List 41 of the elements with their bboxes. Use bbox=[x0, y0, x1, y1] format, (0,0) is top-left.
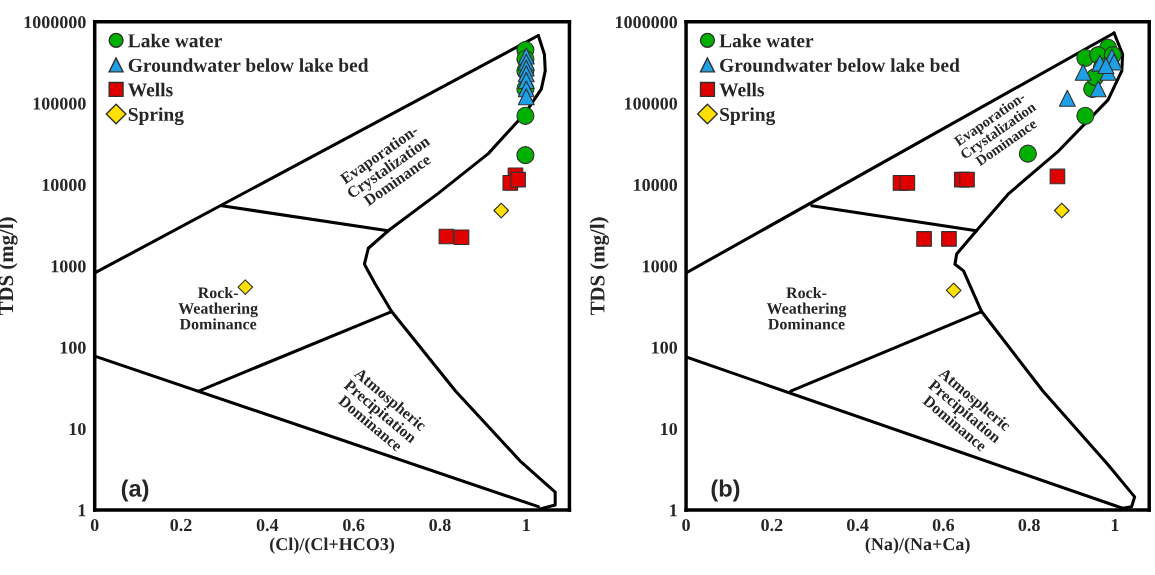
y-axis-title: TDS (mg/l) bbox=[589, 217, 609, 316]
annotation: (a) bbox=[121, 479, 149, 502]
legend-label: Lake water bbox=[719, 33, 814, 48]
y-tick-label: 10000 bbox=[42, 178, 86, 192]
x-tick-label: 0.8 bbox=[1018, 518, 1040, 532]
y-tick-label: 1000000 bbox=[615, 16, 678, 29]
x-tick-label: 1 bbox=[1111, 518, 1119, 531]
x-tick-label: 0.6 bbox=[932, 518, 955, 532]
annotation: Rock- Weathering Dominance bbox=[178, 286, 258, 330]
y-tick-label: 10 bbox=[661, 422, 678, 436]
y-tick-label: 1000 bbox=[643, 260, 678, 273]
x-axis-title: (Cl)/(Cl+HCO3) bbox=[270, 537, 395, 554]
x-tick-label: 0.4 bbox=[847, 518, 869, 532]
legend-label: Lake water bbox=[128, 33, 222, 48]
legend-label: Wells bbox=[719, 82, 765, 97]
legend-label: Groundwater below lake bed bbox=[720, 58, 960, 72]
y-tick-label: 1 bbox=[78, 504, 86, 517]
x-tick-label: 0.8 bbox=[429, 518, 451, 532]
x-tick-label: 1 bbox=[523, 518, 530, 531]
x-tick-label: 0 bbox=[90, 518, 99, 532]
y-tick-label: 1000000 bbox=[24, 16, 86, 29]
legend-label: Groundwater below lake bed bbox=[128, 58, 369, 72]
y-tick-label: 1000 bbox=[51, 260, 86, 273]
x-tick-label: 0.4 bbox=[256, 518, 279, 532]
annotation: (b) bbox=[711, 479, 740, 502]
y-tick-label: 100 bbox=[652, 341, 678, 354]
legend-label: Spring bbox=[128, 107, 184, 126]
x-axis-title: (Na)/(Na+Ca) bbox=[865, 537, 970, 554]
y-tick-label: 10 bbox=[69, 422, 86, 436]
y-tick-label: 10000 bbox=[634, 178, 678, 192]
x-tick-label: 0.2 bbox=[761, 518, 783, 532]
x-tick-label: 0.6 bbox=[343, 518, 365, 532]
annotation: Rock- Weathering Dominance bbox=[766, 286, 847, 330]
legend-label: Wells bbox=[128, 82, 173, 97]
y-tick-label: 1 bbox=[670, 504, 677, 517]
y-tick-label: 100000 bbox=[625, 97, 678, 110]
x-tick-label: 0.2 bbox=[170, 518, 192, 532]
y-tick-label: 100 bbox=[60, 341, 86, 354]
legend-label: Spring bbox=[720, 107, 776, 126]
x-tick-label: 0 bbox=[682, 518, 690, 532]
y-tick-label: 100000 bbox=[33, 97, 86, 110]
